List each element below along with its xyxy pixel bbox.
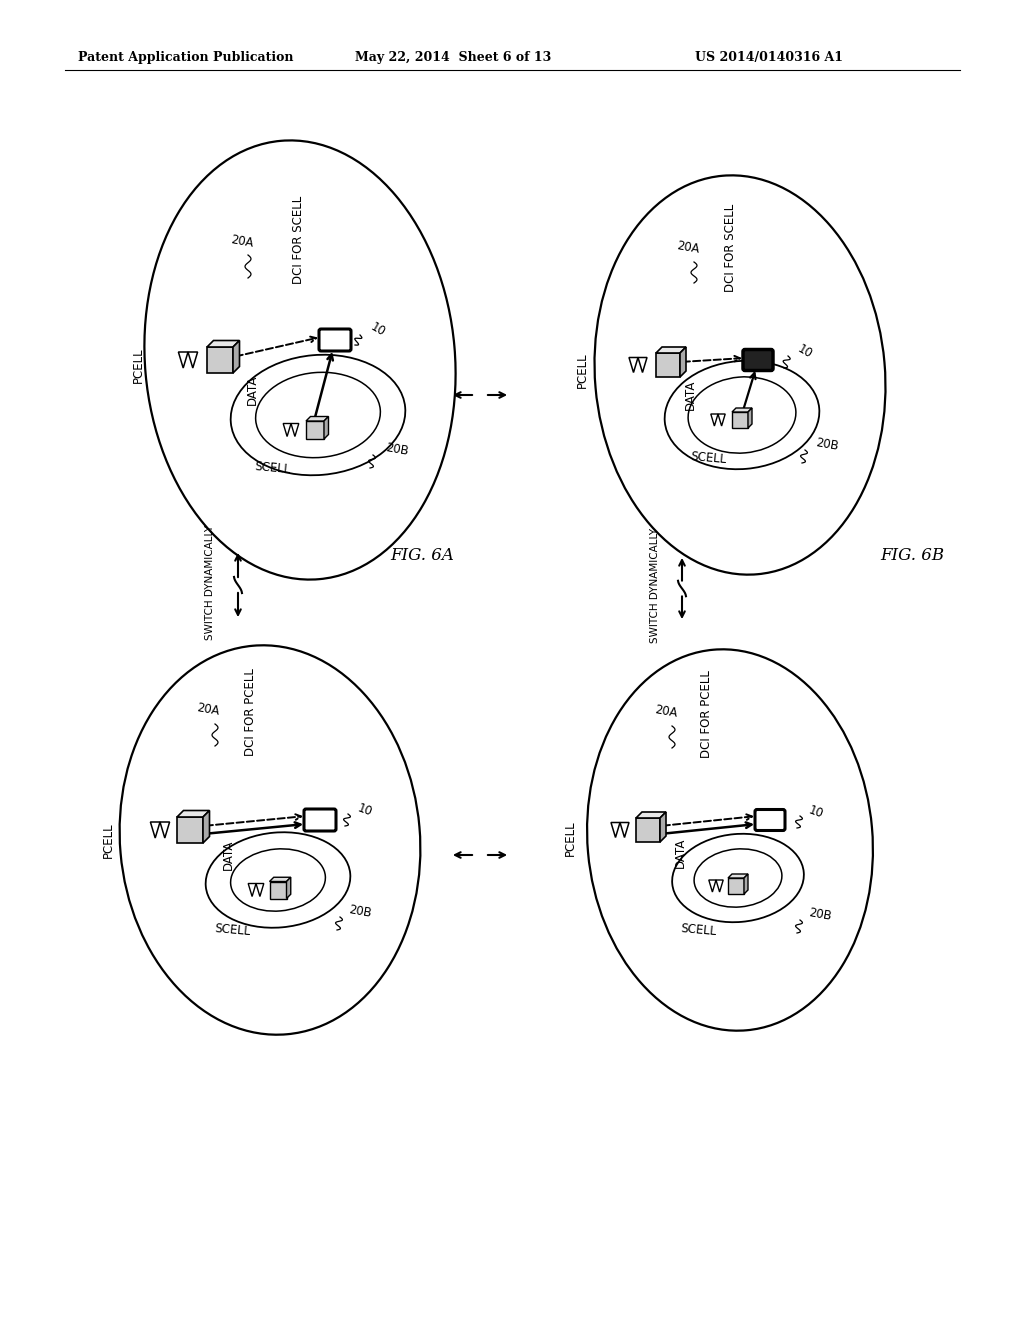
Text: DCI FOR SCELL: DCI FOR SCELL [724,203,736,292]
Polygon shape [728,878,744,894]
FancyBboxPatch shape [755,809,785,830]
Polygon shape [748,408,752,428]
Text: PCELL: PCELL [101,822,115,858]
Polygon shape [306,417,329,421]
Polygon shape [728,874,748,878]
Text: 20A: 20A [229,234,254,251]
Text: PCELL: PCELL [563,820,577,855]
Polygon shape [177,810,210,817]
Text: 20B: 20B [815,437,840,453]
Polygon shape [207,347,233,374]
Text: DCI FOR PCELL: DCI FOR PCELL [244,668,256,756]
Text: 10: 10 [807,804,825,821]
Text: DATA: DATA [674,838,686,869]
Text: 20A: 20A [196,702,220,718]
Polygon shape [269,882,287,899]
Text: 10: 10 [356,801,375,818]
Polygon shape [324,417,329,440]
Text: FIG. 6A: FIG. 6A [390,546,454,564]
Polygon shape [660,812,666,842]
Text: Patent Application Publication: Patent Application Publication [78,51,294,65]
Text: 20B: 20B [348,904,373,920]
Polygon shape [732,408,752,412]
Text: SCELL: SCELL [213,921,251,939]
Text: 10: 10 [368,321,387,339]
Text: DCI FOR PCELL: DCI FOR PCELL [700,671,714,758]
Polygon shape [177,817,203,843]
FancyBboxPatch shape [319,329,351,351]
Polygon shape [233,341,240,374]
Text: SCELL: SCELL [254,459,291,477]
Polygon shape [732,412,748,428]
Polygon shape [306,421,324,440]
Text: 20B: 20B [385,442,410,458]
Text: PCELL: PCELL [575,352,589,388]
Text: SCELL: SCELL [680,921,717,939]
Text: SCELL: SCELL [689,450,726,466]
Polygon shape [269,878,291,882]
Text: 20B: 20B [808,907,833,924]
Text: SWITCH DYNAMICALLY: SWITCH DYNAMICALLY [650,528,660,643]
Polygon shape [636,818,660,842]
Polygon shape [744,874,748,894]
Polygon shape [203,810,210,843]
Text: DATA: DATA [221,840,234,870]
Text: 10: 10 [795,343,814,362]
FancyBboxPatch shape [743,350,773,371]
Text: US 2014/0140316 A1: US 2014/0140316 A1 [695,51,843,65]
Text: 20A: 20A [676,240,700,256]
Text: DCI FOR SCELL: DCI FOR SCELL [292,195,304,284]
Text: 20A: 20A [653,704,678,721]
Polygon shape [207,341,240,347]
Text: DATA: DATA [246,375,258,405]
Text: DATA: DATA [683,380,696,411]
Text: PCELL: PCELL [131,347,144,383]
Polygon shape [656,347,686,352]
Text: FIG. 6B: FIG. 6B [880,546,944,564]
Text: SWITCH DYNAMICALLY: SWITCH DYNAMICALLY [205,524,215,640]
Text: May 22, 2014  Sheet 6 of 13: May 22, 2014 Sheet 6 of 13 [355,51,551,65]
Polygon shape [680,347,686,378]
Polygon shape [287,878,291,899]
Polygon shape [656,352,680,378]
Polygon shape [636,812,666,818]
FancyBboxPatch shape [304,809,336,832]
